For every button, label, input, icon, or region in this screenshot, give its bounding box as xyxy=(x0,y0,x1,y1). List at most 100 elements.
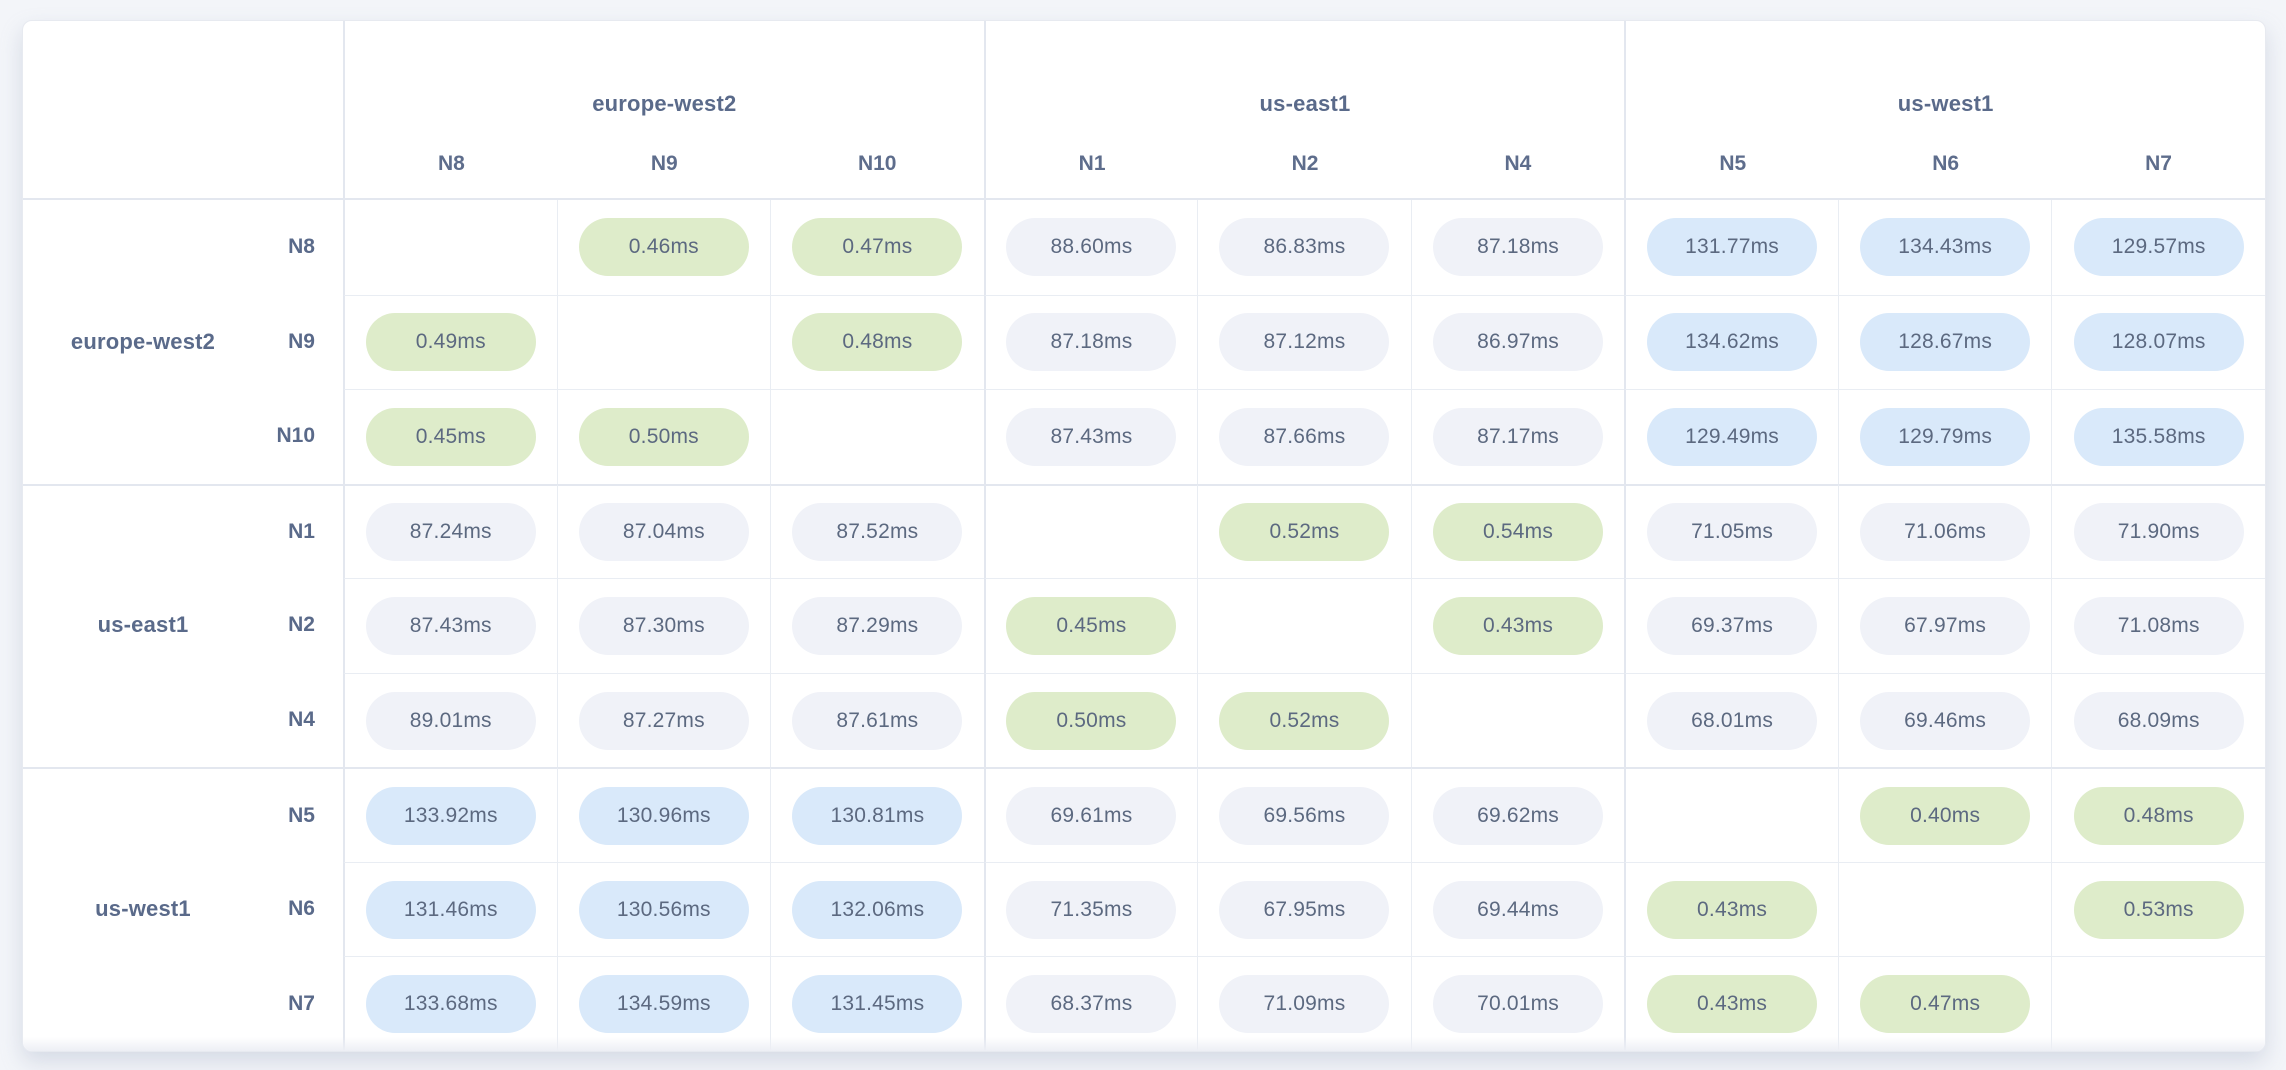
latency-pill: 133.92ms xyxy=(365,786,536,845)
column-node-label-N1: N1 xyxy=(1078,152,1106,175)
column-region-label: us-west1 xyxy=(1897,91,1994,116)
latency-cell-N1-N4: 0.54ms xyxy=(1410,483,1625,579)
matrix-corner-cell xyxy=(23,21,343,200)
latency-cell-N6-N4: 69.44ms xyxy=(1410,861,1625,957)
latency-cell-N6-N9: 130.56ms xyxy=(556,861,771,957)
column-group-us-west1: us-west1 N5 N6 N7 xyxy=(1624,21,2265,200)
latency-pill: 0.40ms xyxy=(1860,786,2031,845)
latency-pill: 88.60ms xyxy=(1006,218,1177,277)
latency-cell-N4-N9: 87.27ms xyxy=(556,672,771,768)
latency-pill: 87.52ms xyxy=(792,502,963,561)
row-region-label: us-east1 xyxy=(97,612,189,638)
latency-cell-N1-N10: 87.52ms xyxy=(770,483,984,579)
latency-cell-N4-N4 xyxy=(1410,672,1625,768)
latency-cell-N6-N6 xyxy=(1837,861,2052,957)
latency-cell-N8-N6: 134.43ms xyxy=(1837,200,2052,295)
latency-cell-N2-N5: 69.37ms xyxy=(1624,578,1838,673)
latency-cell-N1-N8: 87.24ms xyxy=(343,483,557,579)
latency-cell-N6-N2: 67.95ms xyxy=(1197,861,1411,957)
latency-cell-N7-N9: 134.59ms xyxy=(556,956,771,1051)
latency-pill: 69.46ms xyxy=(1860,691,2031,750)
latency-pill: 128.07ms xyxy=(2073,313,2244,372)
latency-cell-N10-N9: 0.50ms xyxy=(556,389,771,484)
latency-cell-N5-N1: 69.61ms xyxy=(983,767,1198,862)
latency-cell-N10-N6: 129.79ms xyxy=(1837,389,2052,484)
row-node-label-N4: N4 xyxy=(288,708,315,732)
latency-pill: 87.27ms xyxy=(578,691,749,750)
latency-cell-N4-N10: 87.61ms xyxy=(770,672,984,768)
latency-pill: 0.46ms xyxy=(578,218,749,277)
latency-pill: 134.59ms xyxy=(578,975,749,1034)
latency-pill: 131.45ms xyxy=(792,975,963,1034)
row-region-label: europe-west2 xyxy=(70,328,216,354)
latency-pill: 87.30ms xyxy=(578,596,749,655)
latency-cell-N10-N4: 87.17ms xyxy=(1410,389,1625,484)
latency-cell-N4-N2: 0.52ms xyxy=(1197,672,1411,768)
latency-cell-N10-N10 xyxy=(770,389,984,484)
latency-pill: 71.05ms xyxy=(1647,502,1818,561)
column-region-label: europe-west2 xyxy=(592,91,737,116)
latency-pill: 71.06ms xyxy=(1860,502,2031,561)
latency-pill: 0.53ms xyxy=(2073,880,2244,939)
latency-pill: 87.66ms xyxy=(1219,407,1390,466)
latency-cell-N8-N4: 87.18ms xyxy=(1410,200,1625,295)
latency-pill: 0.54ms xyxy=(1433,502,1604,561)
latency-cell-N5-N9: 130.96ms xyxy=(556,767,771,862)
latency-cell-N9-N5: 134.62ms xyxy=(1624,294,1838,390)
latency-pill: 87.43ms xyxy=(365,596,536,655)
row-node-label-N8: N8 xyxy=(288,235,315,259)
latency-pill: 0.47ms xyxy=(1860,975,2031,1034)
row-header-cell-N2: us-east1 N2 xyxy=(23,578,343,673)
latency-cell-N6-N8: 131.46ms xyxy=(343,861,557,957)
latency-pill: 130.56ms xyxy=(578,880,749,939)
row-header-cell-N5: N5 xyxy=(23,767,343,862)
latency-pill: 87.43ms xyxy=(1006,407,1177,466)
latency-cell-N5-N5 xyxy=(1624,767,1838,862)
row-header-cell-N4: N4 xyxy=(23,672,343,768)
latency-pill: 69.56ms xyxy=(1219,786,1390,845)
latency-pill: 69.44ms xyxy=(1433,880,1604,939)
column-node-row: N8 N9 N10 xyxy=(345,151,984,177)
latency-pill: 69.37ms xyxy=(1647,596,1818,655)
latency-cell-N4-N6: 69.46ms xyxy=(1837,672,2052,768)
latency-cell-N8-N7: 129.57ms xyxy=(2051,200,2265,295)
latency-cell-N10-N8: 0.45ms xyxy=(343,389,557,484)
latency-cell-N9-N7: 128.07ms xyxy=(2051,294,2265,390)
latency-matrix: europe-west2 N8 N9 N10 us-east1 N1 N2 N4 us-west… xyxy=(23,21,2265,1051)
latency-pill: 71.90ms xyxy=(2073,502,2244,561)
latency-pill: 0.48ms xyxy=(792,313,963,372)
latency-pill: 68.09ms xyxy=(2073,691,2244,750)
latency-pill: 69.62ms xyxy=(1433,786,1604,845)
latency-cell-N4-N8: 89.01ms xyxy=(343,672,557,768)
latency-cell-N2-N1: 0.45ms xyxy=(983,578,1198,673)
latency-cell-N5-N6: 0.40ms xyxy=(1837,767,2052,862)
latency-pill: 130.81ms xyxy=(792,786,963,845)
latency-cell-N9-N4: 86.97ms xyxy=(1410,294,1625,390)
row-node-label-N2: N2 xyxy=(288,613,315,637)
latency-cell-N8-N8 xyxy=(343,200,557,295)
latency-pill: 0.45ms xyxy=(1006,596,1177,655)
latency-pill: 135.58ms xyxy=(2073,407,2244,466)
row-node-label-N5: N5 xyxy=(288,803,315,827)
latency-pill: 134.62ms xyxy=(1647,313,1818,372)
latency-cell-N10-N2: 87.66ms xyxy=(1197,389,1411,484)
latency-cell-N8-N9: 0.46ms xyxy=(556,200,771,295)
row-node-label-N7: N7 xyxy=(288,991,315,1015)
latency-pill: 131.77ms xyxy=(1647,218,1818,277)
row-region-label: us-west1 xyxy=(95,896,191,922)
latency-pill: 129.79ms xyxy=(1860,407,2031,466)
latency-cell-N7-N8: 133.68ms xyxy=(343,956,557,1051)
latency-cell-N8-N5: 131.77ms xyxy=(1624,200,1838,295)
latency-cell-N2-N7: 71.08ms xyxy=(2051,578,2265,673)
latency-cell-N6-N1: 71.35ms xyxy=(983,861,1198,957)
column-node-label-N2: N2 xyxy=(1291,152,1319,175)
latency-cell-N5-N7: 0.48ms xyxy=(2051,767,2265,862)
latency-cell-N5-N4: 69.62ms xyxy=(1410,767,1625,862)
column-node-row: N5 N6 N7 xyxy=(1626,151,2265,177)
latency-cell-N2-N9: 87.30ms xyxy=(556,578,771,673)
latency-pill: 68.37ms xyxy=(1006,975,1177,1034)
latency-pill: 133.68ms xyxy=(365,975,536,1034)
latency-cell-N1-N9: 87.04ms xyxy=(556,483,771,579)
latency-cell-N8-N1: 88.60ms xyxy=(983,200,1198,295)
latency-cell-N2-N6: 67.97ms xyxy=(1837,578,2052,673)
